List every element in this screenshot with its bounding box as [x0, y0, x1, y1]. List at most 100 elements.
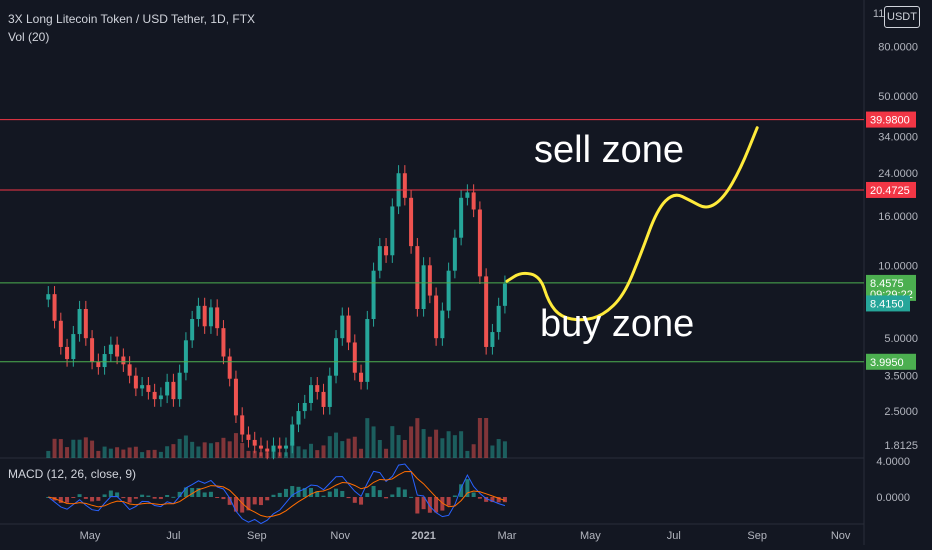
macd-hist-56	[396, 487, 401, 497]
volume-bar-65	[452, 435, 457, 458]
candle-body-48	[346, 315, 351, 343]
macd-hist-53	[377, 490, 382, 497]
volume-bar-28	[221, 437, 226, 458]
candle-body-26	[208, 307, 213, 327]
macd-hist-68	[471, 492, 476, 497]
level-badge-0	[866, 111, 916, 128]
macd-hist-33	[252, 497, 257, 505]
macd-hist-29	[227, 497, 232, 505]
price-tick-1: 80.0000	[878, 42, 918, 54]
volume-bar-57	[402, 439, 407, 458]
candle-body-32	[246, 434, 251, 440]
price-axis[interactable]: 110.000080.000050.000034.000024.000016.0…	[873, 8, 918, 504]
candle-body-13	[127, 364, 132, 376]
symbol-title[interactable]: 3X Long Litecoin Token / USD Tether, 1D,…	[8, 12, 256, 26]
macd-hist-34	[258, 497, 263, 506]
volume-bar-67	[465, 450, 470, 458]
volume-bar-69	[477, 418, 482, 458]
macd-hist-14	[133, 497, 138, 499]
volume-bar-58	[409, 426, 414, 458]
candle-body-59	[415, 246, 420, 309]
macd-hist-55	[390, 494, 395, 497]
candle-body-53	[377, 246, 382, 271]
macd-hist-60	[421, 497, 426, 510]
volume-bar-14	[133, 446, 138, 458]
macd-hist-17	[152, 497, 157, 499]
macd-hist-47	[340, 490, 345, 497]
candle-body-29	[227, 356, 232, 379]
volume-bar-5	[77, 439, 82, 458]
macd-hist-64	[446, 497, 451, 506]
macd-tick-1: 0.0000	[876, 492, 910, 504]
time-axis[interactable]: May Jul Sep Nov 2021 Mar May Jul Sep Nov	[80, 530, 851, 542]
current-price-text: 8.4150	[870, 298, 904, 310]
macd-hist-11	[115, 492, 120, 497]
candle-body-70	[484, 276, 489, 347]
volume-indicator-label[interactable]: Vol (20)	[8, 30, 50, 44]
macd-hist-5	[77, 494, 82, 497]
candle-body-6	[83, 308, 88, 339]
price-tick-4: 24.0000	[878, 168, 918, 180]
volume-bar-72	[496, 439, 501, 458]
candle-body-68	[471, 192, 476, 210]
volume-bar-16	[146, 450, 151, 458]
candle-body-51	[365, 319, 370, 382]
price-tick-3: 34.0000	[878, 132, 918, 144]
candle-body-61	[427, 265, 432, 296]
macd-line	[47, 463, 506, 525]
candle-body-55	[390, 206, 395, 256]
macd-hist-61	[427, 497, 432, 513]
macd-hist-32	[246, 497, 251, 511]
candle-body-25	[202, 305, 207, 327]
volume-bar-7	[90, 440, 95, 458]
volume-bar-73	[502, 441, 507, 458]
macd-hist-52	[371, 485, 376, 497]
time-tick-8: Sep	[747, 530, 767, 542]
macd-tick-0: 4.0000	[876, 456, 910, 468]
volume-bar-30	[233, 433, 238, 458]
candle-body-72	[496, 305, 501, 333]
volume-bar-4	[71, 439, 76, 458]
volume-bar-21	[177, 438, 182, 458]
candle-body-39	[290, 424, 295, 446]
candle-body-8	[96, 361, 101, 368]
macd-indicator-label[interactable]: MACD (12, 26, close, 9)	[8, 467, 137, 481]
macd-hist-7	[90, 497, 95, 502]
candle-body-62	[434, 295, 439, 339]
level-badge-1	[866, 181, 916, 198]
quote-currency-button[interactable]: USDT	[884, 6, 920, 28]
level-badge-text-3: 3.9950	[870, 357, 904, 369]
volume-bar-60	[421, 429, 426, 458]
price-tick-6: 10.0000	[878, 260, 918, 272]
candle-body-54	[384, 246, 389, 256]
volume-bar-13	[127, 447, 132, 458]
candle-body-65	[452, 237, 457, 271]
volume-bar-44	[321, 445, 326, 458]
macd-hist-70	[484, 497, 489, 502]
volume-bar-42	[309, 443, 314, 458]
volume-bar-31	[240, 443, 245, 458]
macd-hist-67	[465, 479, 470, 497]
candle-body-5	[77, 308, 82, 335]
volume-bar-26	[208, 443, 213, 458]
macd-hist-63	[440, 497, 445, 511]
drawing-layer[interactable]	[505, 126, 759, 322]
candle-body-23	[190, 319, 195, 341]
candle-body-11	[115, 344, 120, 357]
candle-body-42	[309, 385, 314, 403]
candle-body-0	[46, 294, 51, 300]
candle-body-37	[277, 445, 282, 449]
macd-hist-13	[127, 497, 132, 503]
macd-hist-45	[327, 491, 332, 497]
level-badge-text-0: 39.9800	[870, 115, 910, 127]
volume-bar-15	[140, 452, 145, 458]
macd-hist-10	[108, 490, 113, 497]
levels-layer	[0, 119, 864, 363]
macd-hist-24	[196, 488, 201, 497]
candle-body-21	[177, 372, 182, 400]
candle-body-17	[152, 391, 157, 400]
macd-hist-19	[165, 494, 170, 497]
volume-bar-47	[340, 441, 345, 458]
